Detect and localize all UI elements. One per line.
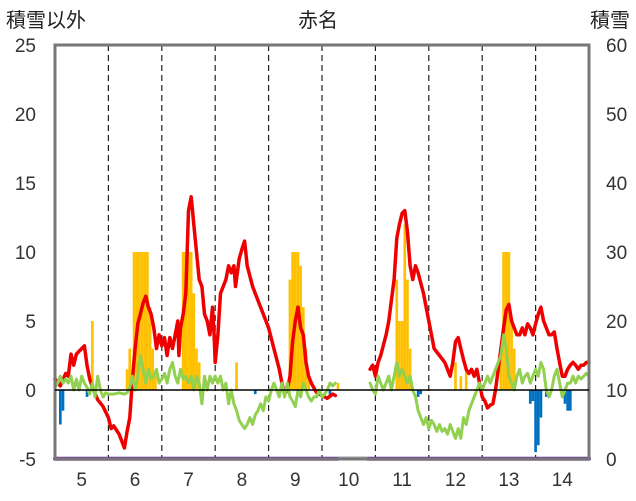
left-axis-label: 積雪以外 (6, 8, 86, 32)
blue-bar (419, 390, 423, 395)
orange-bar (146, 252, 149, 390)
orange-bar (154, 376, 157, 390)
tick-labels: -5 0 5 10 15 20 25 0 10 20 30 40 50 60 5 6 7 8 9 10 11 12 13 14 (15, 36, 627, 491)
orange-bar (408, 348, 412, 390)
right-tick-label: 50 (606, 105, 627, 126)
orange-bar (510, 321, 513, 390)
blue-bar (539, 390, 543, 418)
blue-bar (534, 390, 537, 453)
orange-bar (197, 362, 201, 390)
x-tick-label: 9 (290, 470, 301, 491)
orange-bar (406, 279, 409, 390)
orange-bar (403, 224, 407, 390)
right-tick-label: 20 (606, 312, 627, 333)
blue-bar (416, 390, 420, 397)
orange-bar (125, 369, 129, 390)
orange-bar (398, 321, 401, 390)
chart-title: 赤名 (298, 8, 338, 32)
orange-bar (395, 279, 399, 390)
orange-bar (151, 348, 155, 390)
blue-bar (566, 390, 569, 411)
left-tick-label: 25 (15, 36, 36, 57)
orange-bar (400, 321, 404, 390)
x-tick-label: 14 (552, 470, 574, 491)
orange-bar (507, 252, 511, 390)
x-tick-label: 5 (76, 470, 87, 491)
orange-bar (336, 383, 340, 390)
blue-bar (568, 390, 572, 411)
plot-border (53, 43, 591, 461)
orange-bar (143, 252, 147, 390)
blue-bar (531, 390, 535, 402)
x-tick-label: 8 (237, 470, 248, 491)
orange-bar (464, 369, 468, 390)
right-tick-label: 30 (606, 243, 627, 264)
orange-bar (132, 252, 136, 390)
red-series-line (368, 208, 591, 410)
left-tick-label: 10 (15, 243, 36, 264)
orange-bar (499, 348, 503, 390)
blue-bar (61, 390, 65, 411)
blue-bar (253, 390, 257, 395)
orange-bar (140, 252, 144, 390)
blue-bar (536, 390, 540, 446)
right-axis-label: 積雪 (590, 8, 630, 32)
x-tick-label: 12 (445, 470, 466, 491)
orange-bar (307, 376, 310, 390)
orange-bar (187, 252, 190, 390)
blue-bar (59, 390, 62, 425)
orange-bar (135, 252, 139, 390)
orange-bar (454, 362, 457, 390)
left-tick-label: 0 (25, 381, 36, 402)
orange-bar (148, 307, 152, 390)
left-tick-label: 5 (25, 312, 36, 333)
orange-bar (91, 321, 94, 390)
orange-bar (184, 252, 188, 390)
left-tick-label: 15 (15, 174, 36, 195)
orange-bar (195, 348, 198, 390)
x-tick-label: 11 (392, 470, 412, 491)
right-tick-label: 0 (606, 450, 617, 471)
right-tick-label: 60 (606, 36, 627, 57)
orange-bar (189, 252, 193, 390)
x-tick-label: 13 (498, 470, 519, 491)
left-tick-label: 20 (15, 105, 36, 126)
blue-bar (328, 390, 332, 397)
x-tick-label: 10 (338, 470, 359, 491)
left-tick-label: -5 (19, 450, 36, 471)
orange-bar (291, 252, 294, 390)
green-series-line (368, 333, 591, 440)
orange-bar (459, 376, 463, 390)
right-tick-label: 10 (606, 381, 627, 402)
blue-bar (85, 390, 89, 397)
x-tick-label: 6 (130, 470, 141, 491)
orange-bar (512, 348, 516, 390)
orange-bar (192, 293, 196, 390)
blue-bar (563, 390, 567, 404)
blue-bar (528, 390, 532, 404)
plot-frame (53, 43, 591, 461)
orange-bar (235, 362, 238, 390)
x-tick-label: 7 (183, 470, 194, 491)
right-tick-label: 40 (606, 174, 627, 195)
orange-bar (288, 279, 292, 390)
orange-bar (128, 348, 132, 390)
